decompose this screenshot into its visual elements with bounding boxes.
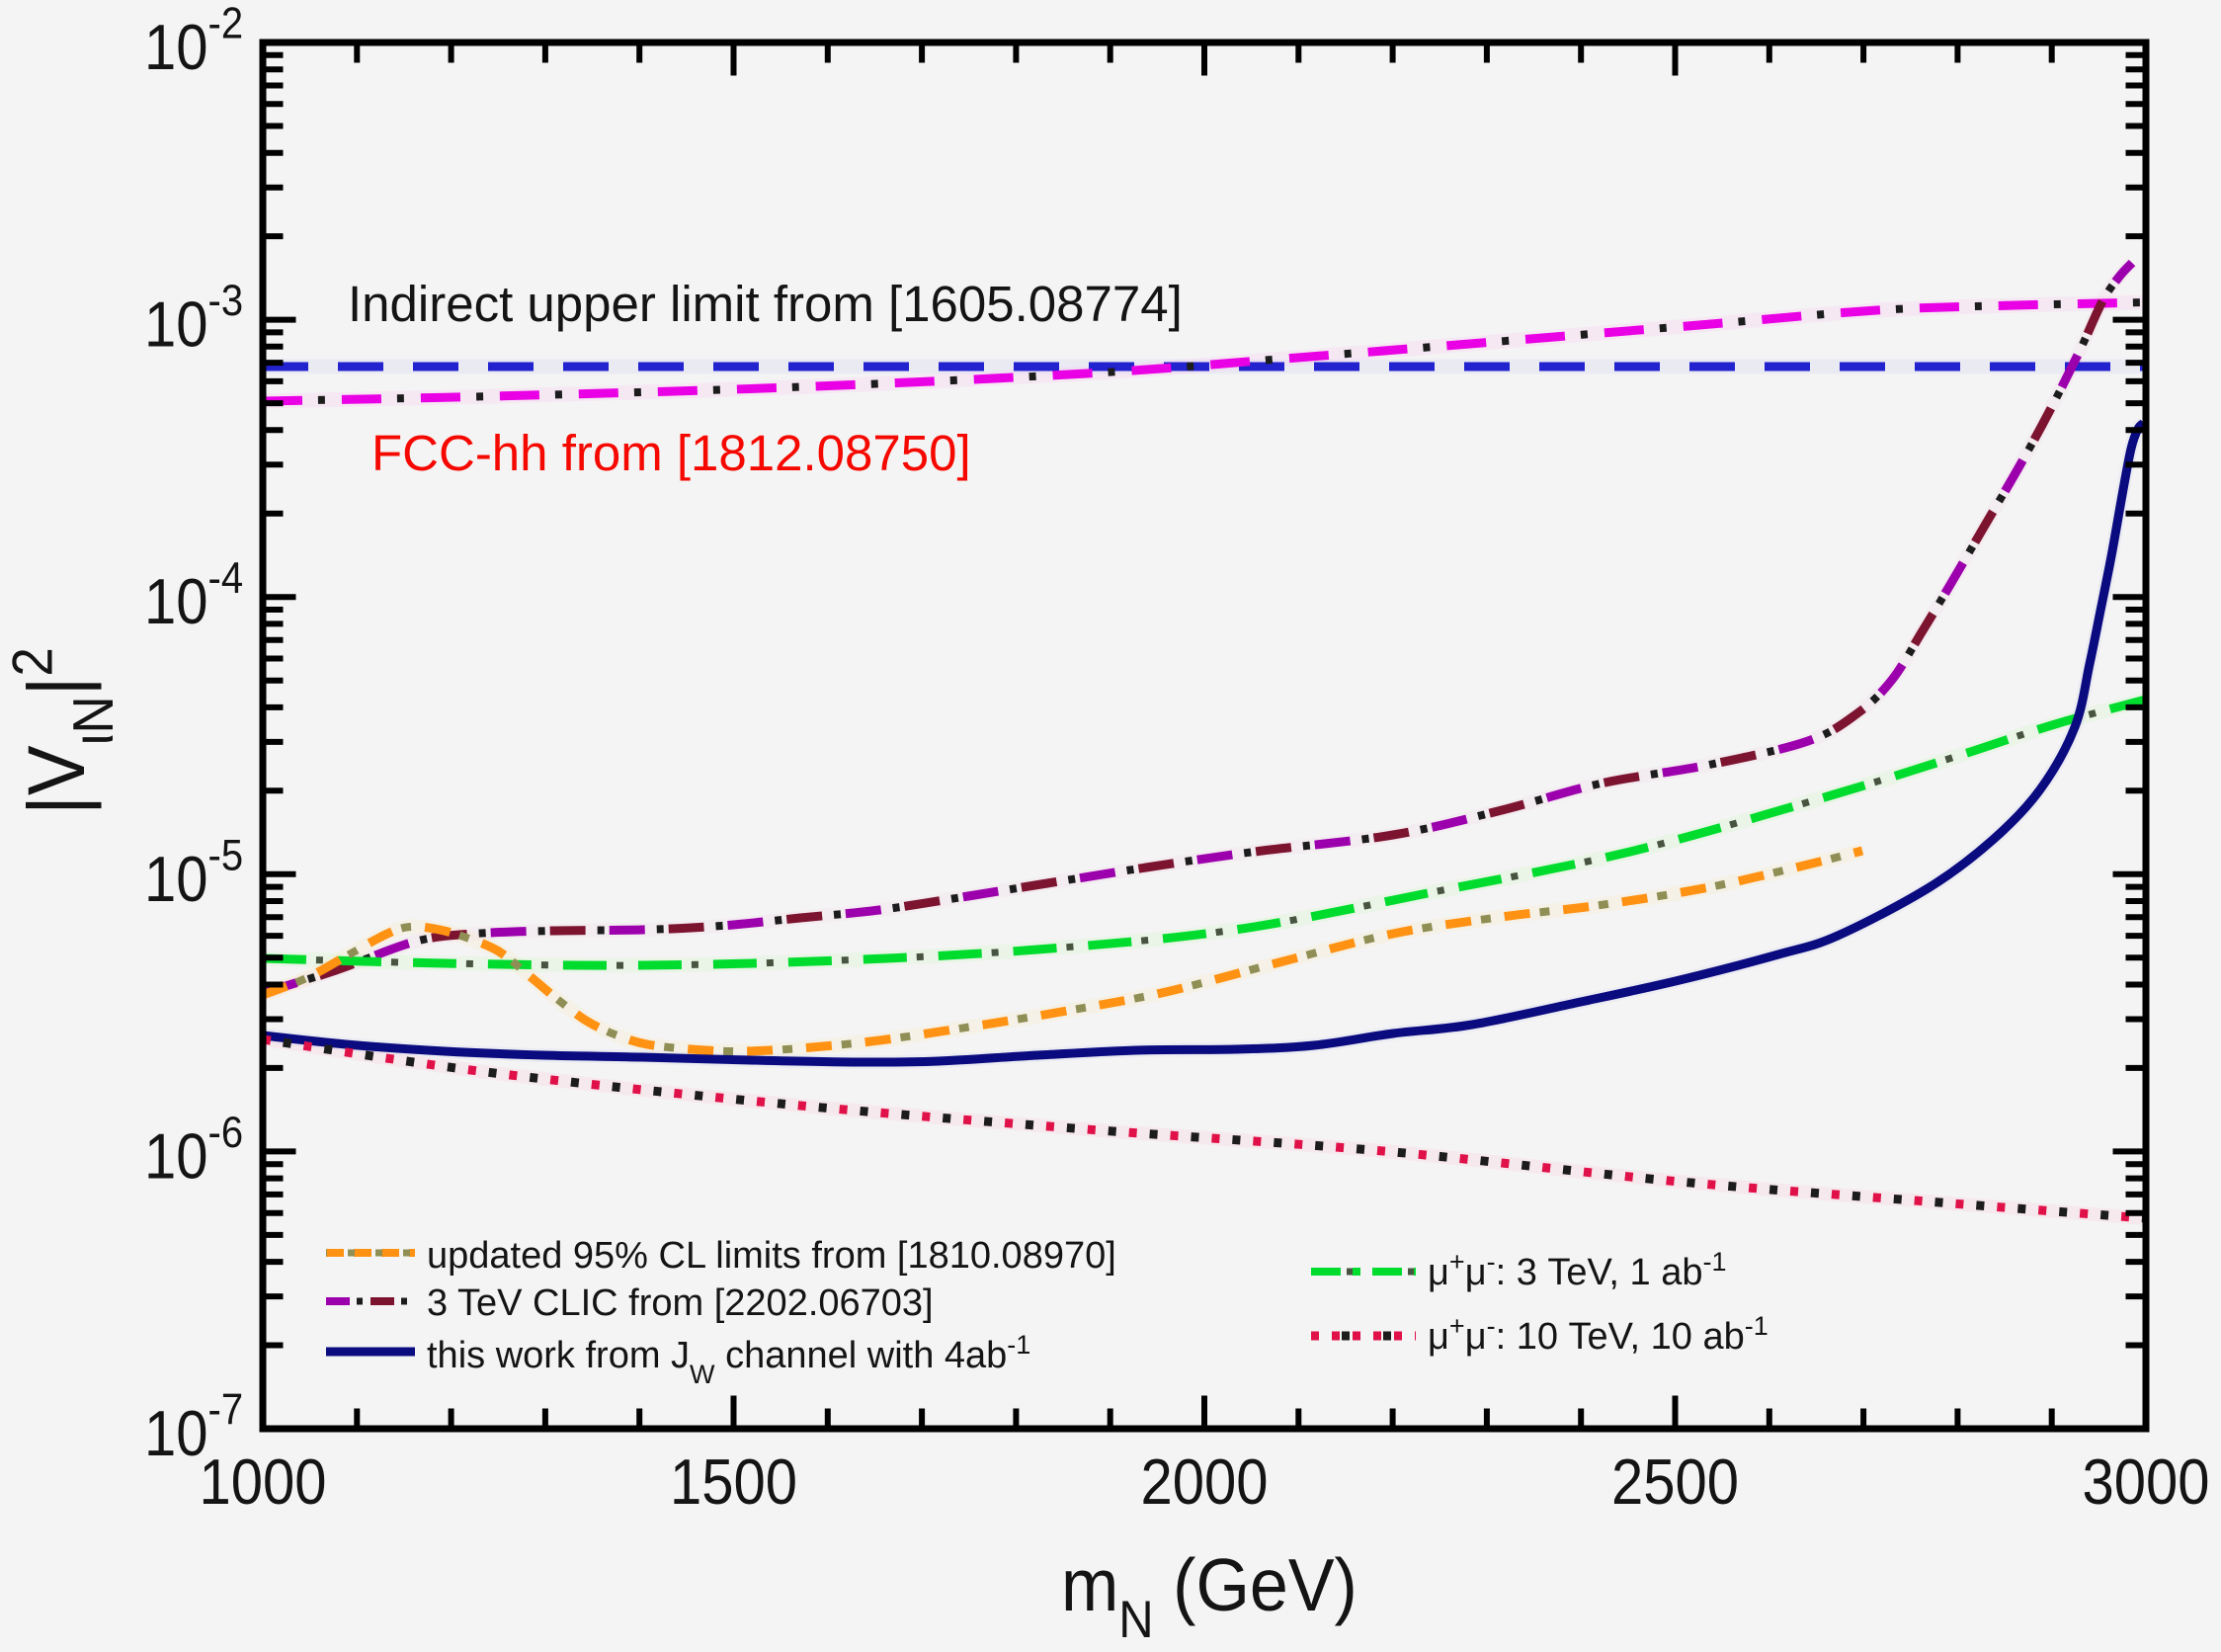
svg-text:μ+μ-: 10 TeV, 10 ab-1: μ+μ-: 10 TeV, 10 ab-1 <box>1428 1311 1769 1358</box>
svg-text:2500: 2500 <box>1611 1446 1739 1519</box>
svg-text:10-2: 10-2 <box>144 0 243 84</box>
svg-text:Indirect upper limit from [160: Indirect upper limit from [1605.08774] <box>348 276 1183 332</box>
svg-text:1500: 1500 <box>670 1446 797 1519</box>
svg-text:3 TeV CLIC from [2202.06703]: 3 TeV CLIC from [2202.06703] <box>427 1282 934 1324</box>
svg-text:1000: 1000 <box>200 1446 327 1519</box>
svg-text:FCC-hh from [1812.08750]: FCC-hh from [1812.08750] <box>371 425 971 481</box>
svg-text:2000: 2000 <box>1141 1446 1269 1519</box>
svg-text:10-3: 10-3 <box>144 276 243 361</box>
svg-text:10-7: 10-7 <box>144 1385 243 1470</box>
svg-text:updated 95% CL limits from [18: updated 95% CL limits from [1810.08970] <box>427 1235 1116 1277</box>
svg-text:μ+μ-: 3 TeV, 1 ab-1: μ+μ-: 3 TeV, 1 ab-1 <box>1428 1247 1726 1293</box>
svg-text:3000: 3000 <box>2083 1446 2210 1519</box>
